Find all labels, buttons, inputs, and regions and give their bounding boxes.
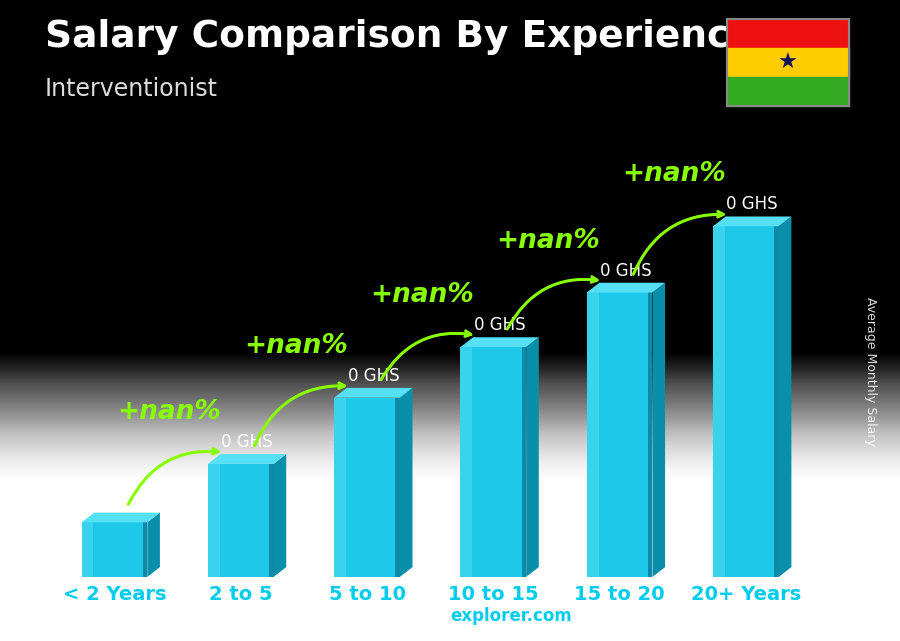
- Text: +nan%: +nan%: [118, 399, 221, 425]
- Text: 0 GHS: 0 GHS: [95, 492, 147, 510]
- Text: Salary Comparison By Experience: Salary Comparison By Experience: [45, 19, 755, 55]
- Bar: [727, 19, 849, 48]
- Bar: [727, 77, 849, 106]
- Polygon shape: [395, 397, 400, 577]
- Polygon shape: [334, 397, 400, 577]
- Polygon shape: [82, 522, 94, 577]
- Text: Average Monthly Salary: Average Monthly Salary: [865, 297, 878, 446]
- Polygon shape: [461, 347, 526, 577]
- Text: ★: ★: [778, 53, 798, 72]
- Polygon shape: [774, 226, 778, 577]
- Text: +nan%: +nan%: [497, 228, 600, 253]
- Polygon shape: [148, 513, 160, 577]
- Polygon shape: [522, 347, 526, 577]
- Text: salary: salary: [391, 607, 447, 625]
- Polygon shape: [334, 388, 412, 397]
- Text: 0 GHS: 0 GHS: [347, 367, 400, 385]
- Polygon shape: [208, 454, 286, 464]
- Polygon shape: [400, 388, 412, 577]
- Polygon shape: [713, 226, 725, 577]
- Polygon shape: [82, 513, 160, 522]
- Polygon shape: [82, 522, 148, 577]
- Bar: [727, 48, 849, 77]
- Polygon shape: [208, 464, 274, 577]
- Polygon shape: [713, 217, 791, 226]
- Text: +nan%: +nan%: [370, 282, 474, 308]
- Text: Interventionist: Interventionist: [45, 77, 218, 101]
- Text: explorer.com: explorer.com: [450, 607, 572, 625]
- Text: 0 GHS: 0 GHS: [473, 316, 526, 334]
- Polygon shape: [652, 283, 665, 577]
- Polygon shape: [274, 454, 286, 577]
- Text: 0 GHS: 0 GHS: [726, 196, 778, 213]
- Polygon shape: [208, 464, 220, 577]
- Polygon shape: [587, 292, 652, 577]
- Text: +nan%: +nan%: [623, 162, 726, 187]
- Polygon shape: [587, 292, 599, 577]
- Polygon shape: [713, 226, 778, 577]
- Polygon shape: [269, 464, 274, 577]
- Text: +nan%: +nan%: [244, 333, 347, 359]
- Polygon shape: [587, 283, 665, 292]
- Polygon shape: [334, 397, 346, 577]
- Polygon shape: [526, 337, 539, 577]
- Polygon shape: [648, 292, 652, 577]
- Polygon shape: [143, 522, 148, 577]
- Polygon shape: [461, 347, 472, 577]
- Polygon shape: [461, 337, 539, 347]
- Text: 0 GHS: 0 GHS: [600, 262, 652, 279]
- Polygon shape: [778, 217, 791, 577]
- Text: 0 GHS: 0 GHS: [221, 433, 273, 451]
